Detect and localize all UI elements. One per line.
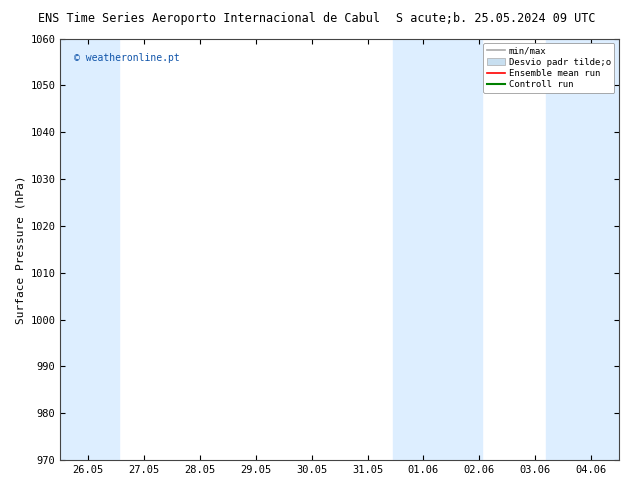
Legend: min/max, Desvio padr tilde;o, Ensemble mean run, Controll run: min/max, Desvio padr tilde;o, Ensemble m… bbox=[484, 43, 614, 93]
Text: ENS Time Series Aeroporto Internacional de Cabul: ENS Time Series Aeroporto Internacional … bbox=[38, 12, 380, 25]
Bar bbox=[60, 39, 119, 460]
Bar bbox=[547, 39, 619, 460]
Text: © weatheronline.pt: © weatheronline.pt bbox=[74, 53, 180, 63]
Text: S acute;b. 25.05.2024 09 UTC: S acute;b. 25.05.2024 09 UTC bbox=[396, 12, 596, 25]
Bar bbox=[393, 39, 482, 460]
Y-axis label: Surface Pressure (hPa): Surface Pressure (hPa) bbox=[15, 175, 25, 323]
